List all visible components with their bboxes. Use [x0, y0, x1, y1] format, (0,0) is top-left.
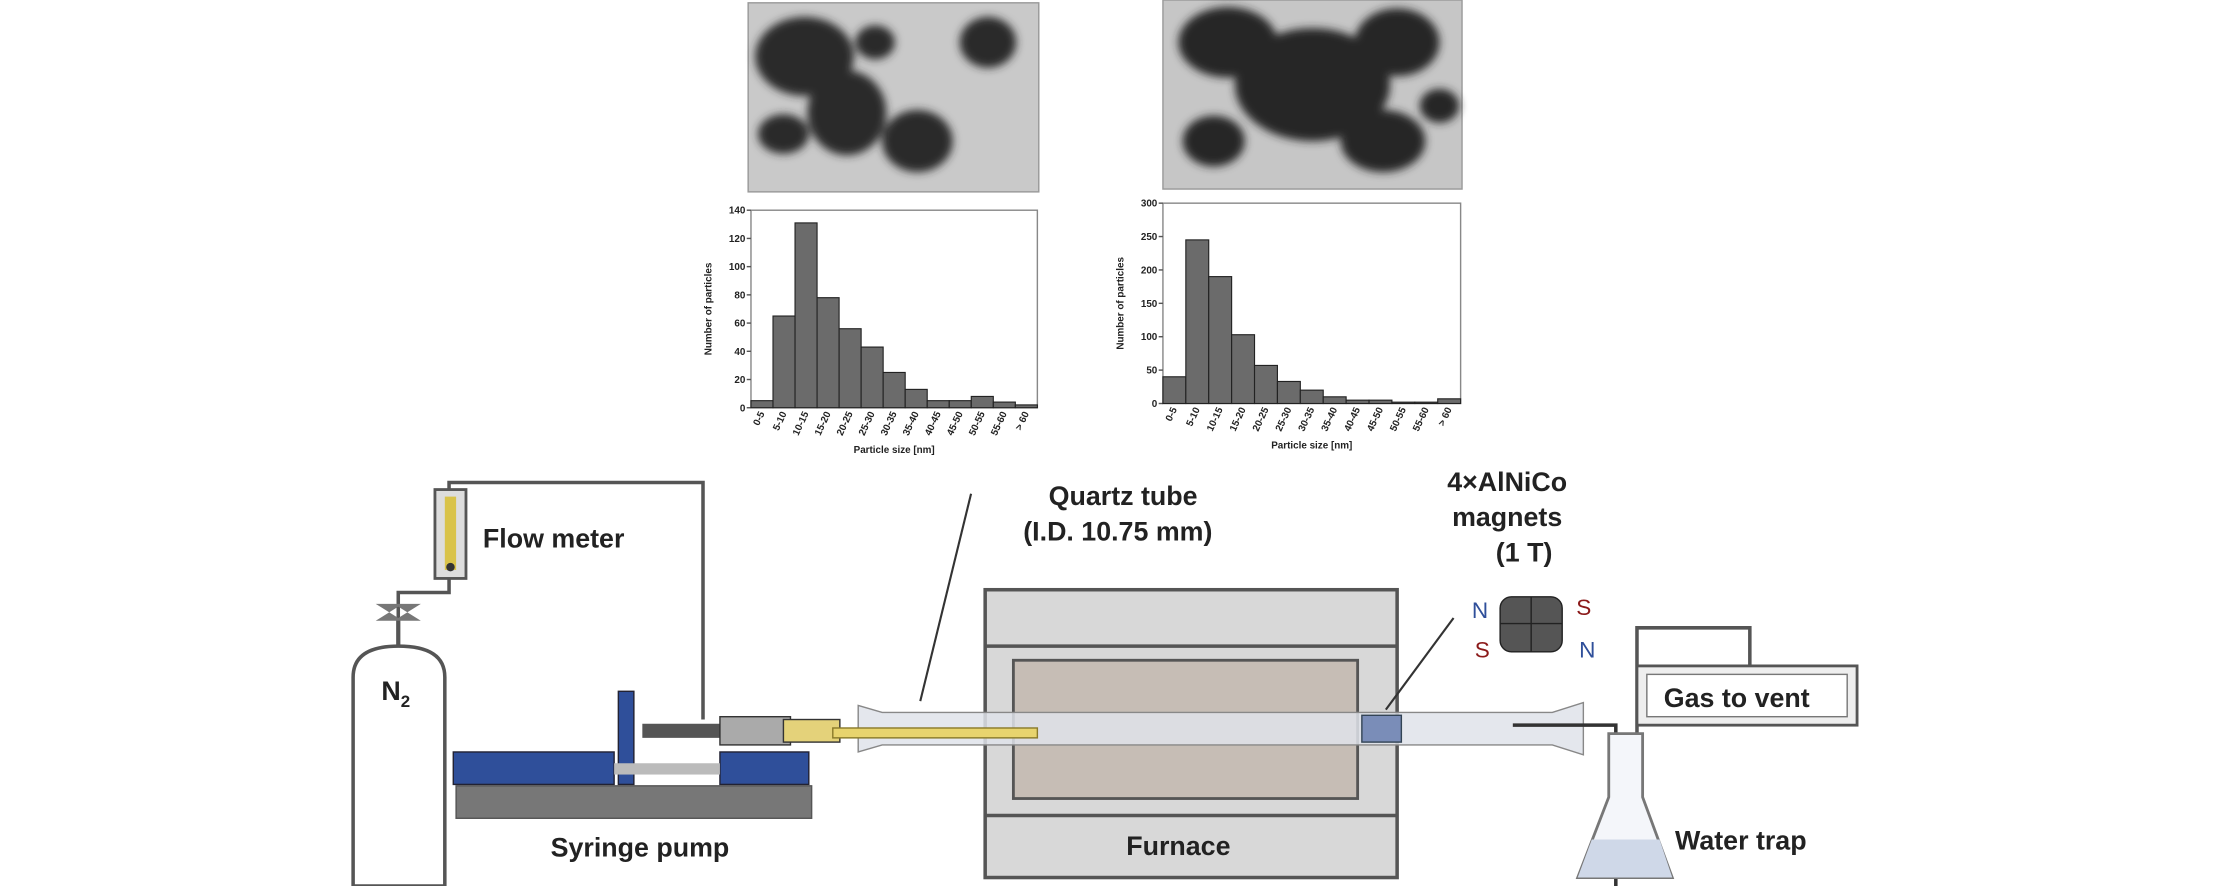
x-tick-label: 25-30: [1274, 405, 1295, 433]
x-tick-label: 20-25: [1251, 405, 1272, 433]
y-tick-label: 200: [1141, 265, 1158, 276]
bar: [1345, 399, 1370, 405]
pole-label: S: [1475, 637, 1490, 662]
x-tick-label: 35-40: [1320, 405, 1341, 433]
x-tick-label: 5-10: [771, 410, 790, 433]
syringe-pump-label: Syringe pump: [551, 832, 730, 862]
x-tick-label: > 60: [1014, 410, 1032, 433]
y-tick-label: 250: [1141, 232, 1158, 243]
x-tick-label: > 60: [1437, 405, 1455, 428]
bar: [904, 388, 928, 409]
water-trap: [1575, 732, 1675, 879]
leader-line: [919, 493, 973, 702]
bar: [1014, 404, 1038, 409]
x-tick-label: 45-50: [945, 410, 966, 438]
bar: [772, 315, 796, 409]
bar: [1299, 389, 1324, 405]
water-trap-label: Water trap: [1675, 825, 1807, 855]
syringe-pump: [452, 690, 841, 819]
pole-label: N: [1472, 598, 1488, 623]
bar: [992, 401, 1016, 409]
bar: [1231, 334, 1256, 405]
y-tick-label: 300: [1141, 199, 1158, 210]
x-tick-label: 35-40: [901, 410, 922, 438]
x-tick-label: 45-50: [1365, 405, 1386, 433]
magnets-label: magnets: [1452, 502, 1562, 532]
x-tick-label: 55-60: [1411, 405, 1432, 433]
y-tick-label: 150: [1141, 299, 1158, 310]
y-tick-label: 120: [729, 234, 746, 245]
y-axis-label: Number of particles: [703, 262, 714, 355]
y-tick-label: 100: [1141, 332, 1158, 343]
y-tick-label: 50: [1146, 366, 1157, 377]
magnets-label: 4×AlNiCo: [1447, 467, 1567, 497]
bar: [1437, 398, 1462, 405]
bar: [1322, 396, 1347, 405]
flow-meter: [433, 488, 468, 580]
bar: [882, 371, 906, 409]
x-tick-label: 40-45: [1342, 405, 1363, 433]
x-axis-label: Particle size [nm]: [1271, 441, 1352, 452]
x-tick-label: 10-15: [791, 410, 812, 438]
x-tick-label: 30-35: [1297, 405, 1318, 433]
bar: [750, 400, 774, 409]
bar: [1253, 364, 1278, 405]
leader-line: [1384, 617, 1455, 711]
pole-label: S: [1576, 595, 1591, 620]
bar: [838, 328, 862, 409]
tem-image: [747, 2, 1040, 193]
y-tick-label: 0: [740, 403, 746, 414]
x-tick-label: 15-20: [813, 410, 834, 438]
quartz-tube: [832, 701, 1618, 886]
y-tick-label: 80: [734, 290, 745, 301]
x-tick-label: 20-25: [835, 410, 856, 438]
bar: [926, 400, 950, 409]
bar: [1414, 401, 1439, 405]
y-tick-label: 0: [1152, 399, 1158, 410]
tem-image: [1162, 0, 1463, 190]
x-tick-label: 0-5: [752, 410, 768, 428]
gas-to-vent-label: Gas to vent: [1664, 683, 1810, 713]
bar: [1276, 380, 1301, 405]
bar: [1185, 239, 1210, 405]
x-tick-label: 50-55: [967, 410, 988, 438]
bar: [816, 297, 840, 409]
flow-meter-label: Flow meter: [483, 523, 625, 553]
x-tick-label: 40-45: [923, 410, 944, 438]
bar: [794, 222, 818, 409]
x-tick-label: 15-20: [1228, 405, 1249, 433]
y-axis-label: Number of particles: [1115, 257, 1126, 350]
x-tick-label: 0-5: [1164, 405, 1180, 423]
magnets: [1499, 596, 1563, 653]
x-tick-label: 10-15: [1205, 405, 1226, 433]
magnets-label: (1 T): [1496, 538, 1553, 568]
x-tick-label: 50-55: [1388, 405, 1409, 433]
pole-label: N: [1579, 637, 1595, 662]
bar: [860, 346, 884, 409]
bar: [948, 400, 972, 409]
x-tick-label: 5-10: [1185, 405, 1204, 428]
y-tick-label: 40: [734, 347, 745, 358]
cylinder-label: N2: [381, 676, 410, 711]
quartz-tube-label: Quartz tube: [1049, 481, 1198, 511]
bar: [1391, 401, 1416, 405]
x-tick-label: 55-60: [989, 410, 1010, 438]
y-tick-label: 20: [734, 375, 745, 386]
y-tick-label: 100: [729, 262, 746, 273]
bar: [1162, 376, 1187, 405]
furnace-label: Furnace: [1126, 831, 1230, 861]
x-tick-label: 25-30: [857, 410, 878, 438]
bar: [1208, 276, 1233, 405]
x-tick-label: 30-35: [879, 410, 900, 438]
y-tick-label: 60: [734, 319, 745, 330]
n2-cylinder: N2: [351, 603, 447, 886]
quartz-tube-id: (I.D. 10.75 mm): [1023, 516, 1212, 546]
bar: [970, 395, 994, 409]
y-tick-label: 140: [729, 206, 746, 217]
bar: [1368, 399, 1393, 405]
x-axis-label: Particle size [nm]: [854, 445, 935, 456]
gas-vent: [1635, 626, 1859, 734]
